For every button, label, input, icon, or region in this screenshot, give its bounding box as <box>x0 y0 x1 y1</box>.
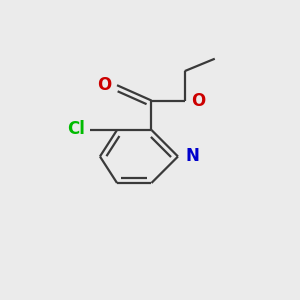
Text: O: O <box>190 92 205 110</box>
Text: O: O <box>97 76 111 94</box>
Text: N: N <box>185 148 199 166</box>
Text: Cl: Cl <box>67 119 85 137</box>
